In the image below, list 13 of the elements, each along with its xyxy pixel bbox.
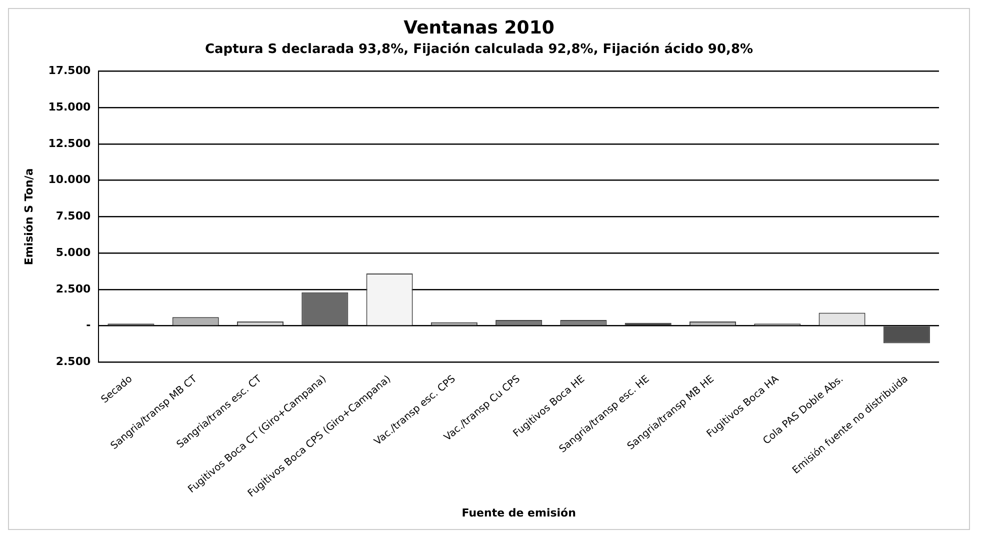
chart-subtitle: Captura S declarada 93,8%, Fijación calculada 92,8%, Fijación ácido 90,8% bbox=[204, 42, 754, 57]
y-tick-label: 2.500 bbox=[56, 282, 91, 296]
y-tick-label: 2.500 bbox=[56, 355, 91, 368]
y-tick-label: 5.000 bbox=[56, 246, 91, 259]
y-tick-label: 15.000 bbox=[48, 100, 91, 114]
y-tick-label: 17.500 bbox=[48, 64, 91, 78]
x-axis-title: Fuente de emisión bbox=[462, 506, 576, 520]
y-tick-label: 12.500 bbox=[48, 136, 91, 150]
y-tick-label: 7.500 bbox=[56, 210, 91, 223]
y-tick-label: 10.000 bbox=[48, 173, 91, 186]
chart-title: Ventanas 2010 bbox=[404, 17, 554, 38]
y-axis-title: Emisión S Ton/a bbox=[22, 168, 36, 266]
y-tick-label: - bbox=[86, 318, 91, 332]
